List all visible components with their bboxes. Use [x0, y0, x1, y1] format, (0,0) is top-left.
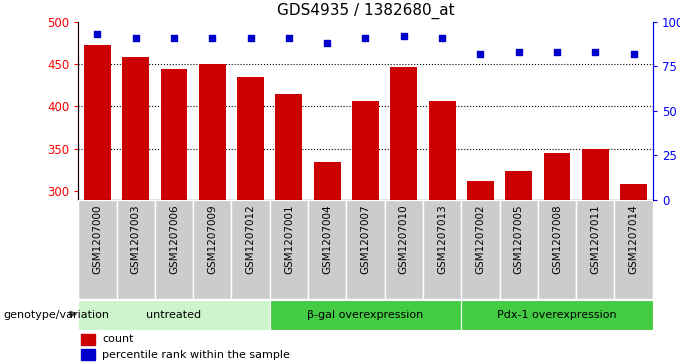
Text: GSM1207013: GSM1207013 — [437, 205, 447, 274]
Point — [130, 35, 141, 41]
Point — [628, 51, 639, 57]
Bar — [308, 200, 346, 299]
Bar — [78, 300, 270, 330]
Text: GSM1207011: GSM1207011 — [590, 205, 600, 274]
Bar — [385, 200, 423, 299]
Text: GSM1207002: GSM1207002 — [475, 205, 486, 274]
Bar — [237, 77, 264, 363]
Text: GSM1207005: GSM1207005 — [513, 205, 524, 274]
Point — [590, 49, 600, 55]
Text: GSM1207008: GSM1207008 — [552, 205, 562, 274]
Bar — [81, 334, 95, 345]
Text: GSM1207014: GSM1207014 — [628, 205, 639, 274]
Point — [398, 33, 409, 39]
Title: GDS4935 / 1382680_at: GDS4935 / 1382680_at — [277, 3, 454, 19]
Bar — [346, 200, 385, 299]
Bar — [423, 200, 461, 299]
Text: GSM1207012: GSM1207012 — [245, 205, 256, 274]
Point — [169, 35, 180, 41]
Point — [207, 35, 218, 41]
Text: untreated: untreated — [146, 310, 201, 320]
Point — [360, 35, 371, 41]
Bar — [428, 101, 456, 363]
Bar — [78, 200, 116, 299]
Bar — [193, 200, 231, 299]
Text: GSM1207010: GSM1207010 — [398, 205, 409, 274]
Bar — [352, 101, 379, 363]
Bar — [538, 200, 576, 299]
Text: GSM1207007: GSM1207007 — [360, 205, 371, 274]
Bar — [270, 200, 308, 299]
Text: count: count — [102, 334, 134, 344]
Point — [513, 49, 524, 55]
Bar — [275, 94, 303, 363]
Bar — [116, 200, 155, 299]
Bar — [582, 149, 609, 363]
Bar — [122, 57, 149, 363]
Bar — [160, 69, 188, 363]
Text: GSM1207000: GSM1207000 — [92, 205, 103, 274]
Bar — [461, 200, 500, 299]
Text: GSM1207006: GSM1207006 — [169, 205, 179, 274]
Point — [92, 31, 103, 37]
Point — [437, 35, 447, 41]
Bar — [199, 64, 226, 363]
Bar — [313, 162, 341, 363]
Bar — [461, 300, 653, 330]
Text: GSM1207003: GSM1207003 — [131, 205, 141, 274]
Bar — [620, 184, 647, 363]
Bar — [505, 171, 532, 363]
Bar — [576, 200, 615, 299]
Bar — [543, 153, 571, 363]
Bar — [615, 200, 653, 299]
Bar — [155, 200, 193, 299]
Text: GSM1207009: GSM1207009 — [207, 205, 218, 274]
Bar — [270, 300, 461, 330]
Bar — [467, 181, 494, 363]
Bar — [231, 200, 270, 299]
Text: GSM1207001: GSM1207001 — [284, 205, 294, 274]
Bar — [81, 349, 95, 360]
Text: β-gal overexpression: β-gal overexpression — [307, 310, 424, 320]
Point — [551, 49, 562, 55]
Bar — [390, 67, 418, 363]
Bar — [500, 200, 538, 299]
Point — [245, 35, 256, 41]
Text: genotype/variation: genotype/variation — [3, 310, 109, 320]
Text: GSM1207004: GSM1207004 — [322, 205, 333, 274]
Text: Pdx-1 overexpression: Pdx-1 overexpression — [497, 310, 617, 320]
Text: percentile rank within the sample: percentile rank within the sample — [102, 350, 290, 359]
Bar — [84, 45, 111, 363]
Point — [475, 51, 486, 57]
Point — [284, 35, 294, 41]
Point — [322, 40, 333, 46]
